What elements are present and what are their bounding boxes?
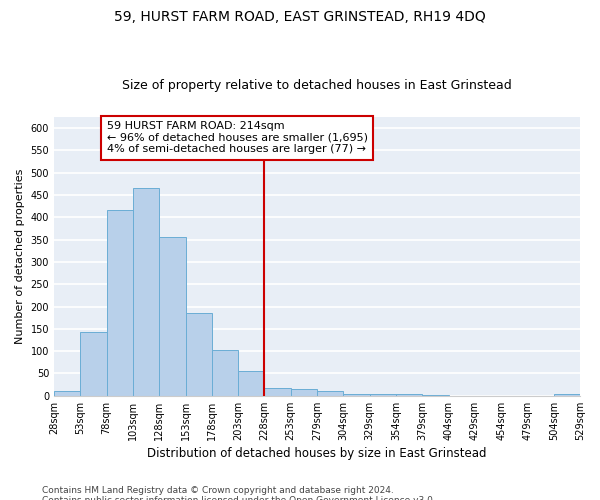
Bar xyxy=(212,350,238,396)
Title: Size of property relative to detached houses in East Grinstead: Size of property relative to detached ho… xyxy=(122,79,512,92)
Bar xyxy=(554,394,580,396)
Bar xyxy=(370,394,396,396)
Bar xyxy=(265,388,291,396)
Bar xyxy=(107,210,133,396)
X-axis label: Distribution of detached houses by size in East Grinstead: Distribution of detached houses by size … xyxy=(147,447,487,460)
Text: 59, HURST FARM ROAD, EAST GRINSTEAD, RH19 4DQ: 59, HURST FARM ROAD, EAST GRINSTEAD, RH1… xyxy=(114,10,486,24)
Bar xyxy=(317,392,343,396)
Bar xyxy=(159,238,185,396)
Bar xyxy=(422,395,449,396)
Bar xyxy=(54,392,80,396)
Bar xyxy=(238,372,265,396)
Bar xyxy=(396,394,422,396)
Text: Contains HM Land Registry data © Crown copyright and database right 2024.: Contains HM Land Registry data © Crown c… xyxy=(42,486,394,495)
Text: Contains public sector information licensed under the Open Government Licence v3: Contains public sector information licen… xyxy=(42,496,436,500)
Bar xyxy=(185,313,212,396)
Bar xyxy=(291,389,317,396)
Bar xyxy=(80,332,107,396)
Bar xyxy=(133,188,159,396)
Bar xyxy=(343,394,370,396)
Text: 59 HURST FARM ROAD: 214sqm
← 96% of detached houses are smaller (1,695)
4% of se: 59 HURST FARM ROAD: 214sqm ← 96% of deta… xyxy=(107,121,368,154)
Y-axis label: Number of detached properties: Number of detached properties xyxy=(15,168,25,344)
